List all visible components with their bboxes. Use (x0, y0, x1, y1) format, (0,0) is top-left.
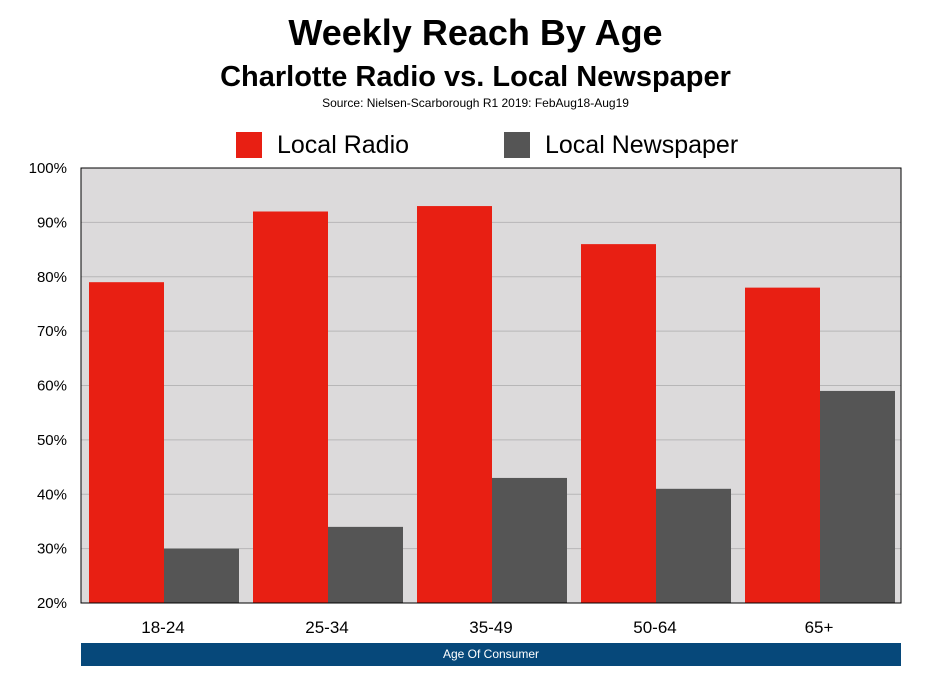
chart-title: Weekly Reach By Age (288, 12, 663, 53)
chart-source: Source: Nielsen-Scarborough R1 2019: Feb… (322, 96, 629, 110)
x-tick-label: 50-64 (633, 618, 676, 637)
bar-newspaper (820, 390, 895, 603)
bar-newspaper (328, 526, 403, 603)
y-tick-label: 90% (37, 214, 67, 231)
legend-swatch-newspaper (504, 132, 530, 158)
y-tick-label: 60% (37, 378, 67, 395)
x-axis-title: Age Of Consumer (81, 643, 901, 666)
legend-item-radio: Local Radio (236, 128, 409, 162)
x-tick-label: 25-34 (305, 618, 348, 637)
x-tick-label: 18-24 (141, 618, 184, 637)
bar-radio (417, 206, 492, 603)
y-tick-label: 20% (37, 595, 67, 612)
bar-newspaper (656, 488, 731, 603)
y-tick-label: 50% (37, 432, 67, 449)
bar-radio (89, 282, 164, 603)
y-tick-label: 70% (37, 323, 67, 340)
bar-newspaper (164, 548, 239, 603)
bar-newspaper (492, 477, 567, 603)
legend-swatch-radio (236, 132, 262, 158)
x-tick-label: 35-49 (469, 618, 512, 637)
legend-label-radio: Local Radio (277, 130, 410, 159)
plot-border (80, 167, 902, 604)
bar-radio (581, 244, 656, 603)
y-tick-label: 80% (37, 269, 67, 286)
bar-radio (253, 211, 328, 603)
chart-subtitle: Charlotte Radio vs. Local Newspaper (220, 61, 731, 93)
x-tick-label: 65+ (805, 618, 834, 637)
legend-label-newspaper: Local Newspaper (545, 130, 739, 159)
bar-radio (745, 287, 820, 603)
y-tick-label: 100% (29, 160, 67, 177)
legend-item-newspaper: Local Newspaper (504, 128, 738, 162)
y-tick-label: 30% (37, 541, 67, 558)
y-tick-label: 40% (37, 486, 67, 503)
